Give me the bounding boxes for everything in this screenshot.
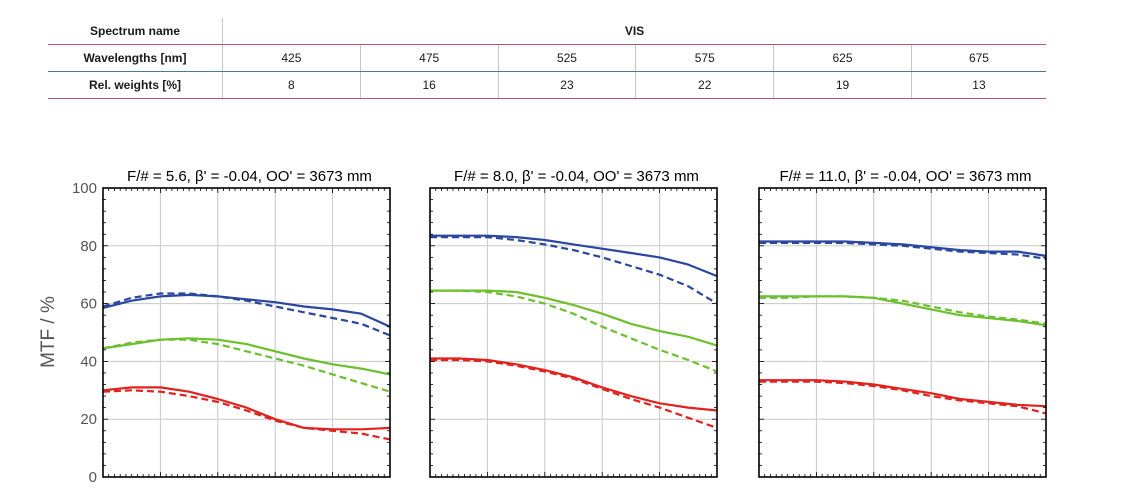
series-line-red-solid [102, 386, 391, 431]
weight-cell: 23 [497, 71, 636, 99]
weight-cell: 13 [910, 71, 1046, 99]
wavelength-cell: 575 [635, 44, 774, 72]
series-line-green-dashed [759, 295, 1047, 325]
chart-title: F/# = 11.0, β' = -0.04, OO' = 3673 mm [779, 168, 1031, 185]
plot-frame [102, 187, 391, 478]
series-line-red-dashed [759, 380, 1047, 415]
series-line-blue-dashed [102, 292, 391, 337]
y-tick-label: 0 [89, 469, 97, 486]
spectrum-name-value: VIS [222, 18, 1046, 45]
weight-cell: 19 [773, 71, 912, 99]
weight-cell: 16 [359, 71, 499, 99]
series-line-red-dashed [430, 358, 718, 429]
wavelength-cell: 625 [773, 44, 912, 72]
y-tick-label: 80 [80, 238, 97, 255]
wavelength-cell: 525 [497, 44, 636, 72]
series-line-green-dashed [102, 338, 391, 393]
y-tick-label: 20 [80, 411, 97, 428]
plot-frame [429, 187, 718, 478]
chart-title: F/# = 8.0, β' = -0.04, OO' = 3673 mm [454, 168, 699, 185]
series-line-red-dashed [102, 389, 391, 441]
series-line-green-dashed [430, 289, 718, 373]
spectrum-name-label: Spectrum name [48, 18, 223, 45]
plot-frame [758, 187, 1047, 478]
y-axis-label: MTF / % [38, 296, 59, 368]
series-line-blue-solid [759, 240, 1047, 257]
series-line-blue-solid [102, 293, 391, 328]
wavelength-cell: 475 [359, 44, 499, 72]
weight-cell: 22 [635, 71, 774, 99]
wavelengths-label: Wavelengths [nm] [48, 44, 223, 72]
weights-label: Rel. weights [%] [48, 71, 223, 99]
y-tick-label: 60 [80, 296, 97, 313]
wavelength-cell: 675 [910, 44, 1046, 72]
series-line-green-solid [102, 337, 391, 376]
chart-title: F/# = 5.6, β' = -0.04, OO' = 3673 mm [127, 168, 372, 185]
series-line-blue-dashed [759, 241, 1047, 260]
series-line-red-solid [430, 357, 718, 412]
weight-cell: 8 [222, 71, 361, 99]
series-line-green-solid [430, 289, 718, 347]
series-line-red-solid [759, 379, 1047, 408]
y-tick-label: 100 [72, 180, 97, 197]
spectrum-table: Spectrum name VIS Wavelengths [nm] 425 4… [48, 18, 1046, 99]
series-line-blue-dashed [430, 236, 718, 305]
series-line-blue-solid [430, 234, 718, 278]
y-tick-label: 40 [80, 353, 97, 370]
wavelength-cell: 425 [222, 44, 361, 72]
